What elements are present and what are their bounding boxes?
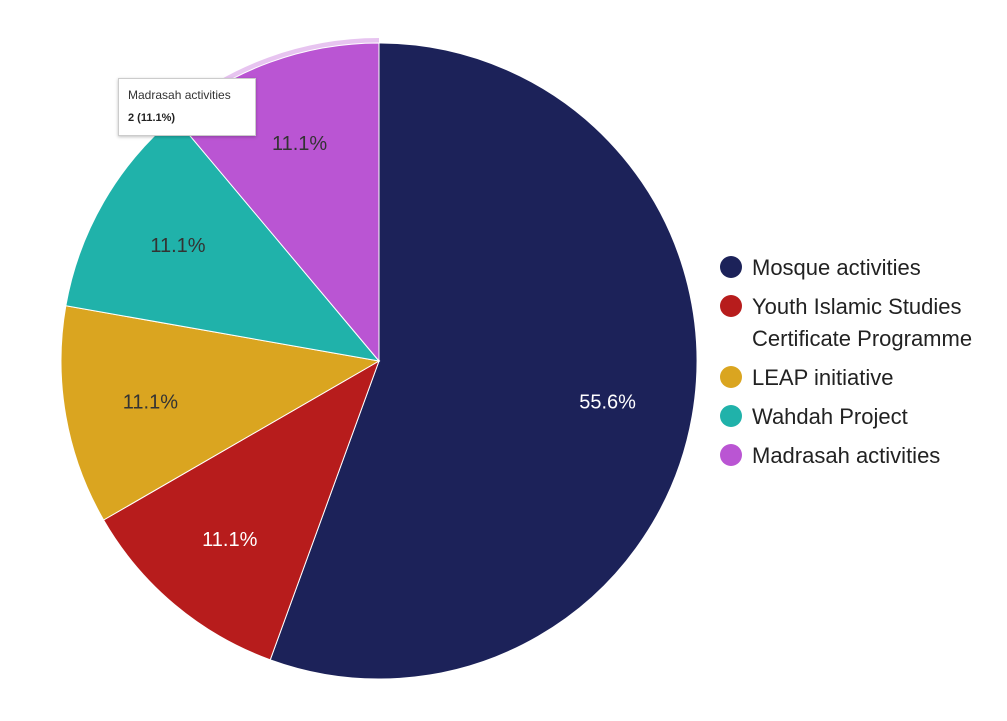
legend-item-leap-initiative[interactable]: LEAP initiative <box>720 365 893 390</box>
tooltip-value: 2 (11.1%) <box>128 112 176 124</box>
slice-label-leap-initiative: 11.1% <box>123 391 178 413</box>
pie-slices <box>60 38 698 680</box>
legend: Mosque activities Youth Islamic Studies Ce… <box>720 255 972 468</box>
pie-slice-mosque-activities[interactable] <box>269 42 698 680</box>
slice-label-wahdah-project: 11.1% <box>150 235 205 257</box>
pie-slice-youth-islamic-studies-certificate-programme[interactable] <box>102 359 380 661</box>
legend-swatch-wahdah-project <box>720 405 742 427</box>
pie-slice-leap-initiative[interactable] <box>60 305 381 521</box>
legend-label-leap-initiative: LEAP initiative <box>752 365 893 390</box>
legend-label-madrasah-activities: Madrasah activities <box>752 443 940 468</box>
legend-item-madrasah-activities[interactable]: Madrasah activities <box>720 443 940 468</box>
slice-label-madrasah-activities: 11.1% <box>272 133 327 155</box>
legend-item-mosque-activities[interactable]: Mosque activities <box>720 255 921 280</box>
legend-swatch-leap-initiative <box>720 366 742 388</box>
legend-item-wahdah-project[interactable]: Wahdah Project <box>720 404 908 429</box>
legend-label-mosque-activities: Mosque activities <box>752 255 921 280</box>
slice-label-youth-islamic-studies-certificate-programme: 11.1% <box>202 529 257 551</box>
legend-swatch-mosque-activities <box>720 256 742 278</box>
legend-swatch-youth-islamic-studies-certificate-programme <box>720 295 742 317</box>
tooltip-title: Madrasah activities <box>128 88 231 102</box>
slice-label-mosque-activities: 55.6% <box>579 391 636 413</box>
legend-item-youth-islamic-studies-certificate-programme[interactable]: Youth Islamic Studies Certificate Program… <box>720 294 972 351</box>
tooltip: Madrasah activities 2 (11.1%) <box>118 78 256 136</box>
legend-swatch-madrasah-activities <box>720 444 742 466</box>
legend-label-wahdah-project: Wahdah Project <box>752 404 908 429</box>
slice-labels: 55.6% 11.1% 11.1% 11.1% 11.1% <box>123 133 636 551</box>
legend-label-youth-islamic-studies-certificate-programme: Youth Islamic Studies Certificate Program… <box>752 294 972 351</box>
